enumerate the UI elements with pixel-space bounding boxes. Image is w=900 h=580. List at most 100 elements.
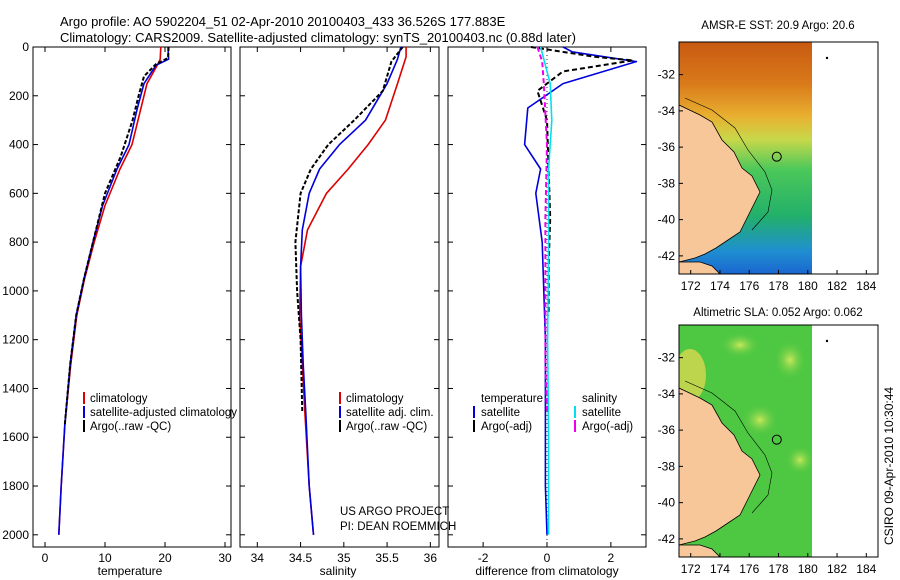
sst-lat-ticks: -32 -34 -36 -38 -40 -42 (658, 68, 683, 263)
series-line-temperature-satellite (523, 46, 638, 535)
x-tick-label: 35.5 (375, 551, 399, 565)
sla-anomaly (772, 338, 808, 382)
series-line-salinity-argo-adj- (536, 46, 548, 413)
depth-tick-label: 800 (9, 235, 29, 249)
lon-tick-label: 172 (681, 562, 701, 576)
depth-tick-label: 2000 (2, 528, 29, 542)
salinity-series (294, 46, 407, 535)
series-line-argo-raw-qc- (294, 46, 404, 413)
sla-map-title: Altimetric SLA: 0.052 Argo: 0.062 (693, 307, 862, 319)
depth-tick-label: 1800 (2, 479, 29, 493)
lon-tick-label: 184 (856, 279, 876, 293)
csiro-timestamp: CSIRO 09-Apr-2010 10:30:44 (882, 387, 896, 545)
x-tick-label: 0 (544, 551, 551, 565)
lat-tick-label: -32 (658, 351, 676, 365)
x-tick-label: 36 (424, 551, 438, 565)
lon-tick-label: 176 (739, 562, 759, 576)
lat-tick-label: -40 (658, 496, 676, 510)
header-line-1: Argo profile: AO 5902204_51 02-Apr-2010 … (60, 14, 506, 29)
lat-tick-label: -38 (658, 176, 676, 190)
lon-tick-label: 184 (856, 562, 876, 576)
difference-legend: temperature satellite Argo(-adj) salinit… (473, 393, 633, 433)
island-marker (825, 56, 829, 60)
legend-sal-argo: Argo(-adj) (582, 421, 633, 433)
depth-tick-label: 400 (9, 138, 29, 152)
lon-tick-label: 180 (798, 562, 818, 576)
series-line-temperature-argo-adj- (530, 46, 635, 316)
sla-float-marker (771, 434, 782, 445)
series-line-climatology (298, 47, 407, 535)
sst-map-title: AMSR-E SST: 20.9 Argo: 20.6 (701, 20, 854, 32)
sla-map-panel: Altimetric SLA: 0.052 Argo: 0.062 172 174… (658, 307, 879, 576)
lat-tick-label: -34 (658, 104, 676, 118)
depth-tick-label: 200 (9, 89, 29, 103)
temperature-axes-frame (32, 46, 232, 548)
legend-climatology: climatology (346, 393, 404, 405)
salinity-panel: 34 34.5 35 35.5 36 salinity climatology sate… (239, 46, 456, 578)
depth-tick-label: 1600 (2, 430, 29, 444)
legend-climatology: climatology (90, 393, 148, 405)
lon-tick-label: 172 (681, 279, 701, 293)
series-line-satellite-adj-clim- (299, 46, 402, 535)
lat-tick-label: -32 (658, 68, 676, 82)
legend-argo: Argo(..raw -QC) (346, 421, 427, 433)
sst-lon-ticks: 172 174 176 178 180 182 184 (681, 270, 877, 293)
south-island-land (679, 261, 721, 274)
depth-ticks: 0 200 400 600 800 1000 1200 1400 1600 1800 2000 (2, 40, 29, 542)
x-tick-label: 35 (337, 551, 351, 565)
lat-tick-label: -38 (658, 459, 676, 473)
series-line-argo-raw-qc- (63, 46, 170, 426)
x-tick-label: 34.5 (289, 551, 313, 565)
temperature-ticks: 0 10 20 30 (42, 47, 232, 565)
sla-anomaly (718, 331, 762, 359)
legend-title-salinity: salinity (582, 393, 617, 405)
temperature-panel: 0 200 400 600 800 1000 1200 1400 1600 1800 2000 0 1… (2, 40, 237, 578)
legend-argo: Argo(..raw -QC) (90, 421, 171, 433)
x-tick-label: 34 (251, 551, 265, 565)
lat-tick-label: -36 (658, 140, 676, 154)
salinity-axes-frame (239, 46, 440, 548)
temperature-series (58, 46, 170, 535)
lat-tick-label: -36 (658, 423, 676, 437)
depth-tick-label: 0 (22, 40, 29, 54)
lat-tick-label: -42 (658, 532, 676, 546)
series-line-salinity-satellite (539, 46, 553, 535)
difference-series (523, 46, 638, 535)
sla-lon-ticks: 172 174 176 178 180 182 184 (681, 553, 877, 576)
float-position-marker (771, 151, 782, 162)
salinity-ticks: 34 34.5 35 35.5 36 (251, 47, 438, 565)
legend-title-temperature: temperature (481, 393, 543, 405)
lat-tick-label: -42 (658, 249, 676, 263)
project-note: US ARGO PROJECT (340, 506, 449, 518)
lat-tick-label: -34 (658, 387, 676, 401)
shelf-contour (684, 97, 773, 231)
sla-anomaly (784, 444, 812, 476)
lon-tick-label: 176 (739, 279, 759, 293)
difference-ticks: -2 0 2 (478, 47, 615, 565)
lon-tick-label: 182 (827, 279, 847, 293)
series-line-satellite-adjusted-climatology (58, 46, 170, 535)
difference-axis-label: difference from climatology (475, 564, 618, 578)
x-tick-label: 20 (158, 551, 172, 565)
x-tick-label: 30 (218, 551, 232, 565)
depth-tick-label: 1400 (2, 381, 29, 395)
pi-note: PI: DEAN ROEMMICH (340, 521, 456, 533)
x-tick-label: 2 (608, 551, 615, 565)
legend-sal-satellite: satellite (582, 407, 621, 419)
sla-anomaly-high (679, 349, 706, 401)
island-marker (825, 339, 829, 343)
difference-panel: -2 0 2 difference from climatology tempera… (447, 46, 647, 578)
lon-tick-label: 178 (768, 562, 788, 576)
shelf-contour (684, 380, 773, 514)
north-island-land (679, 387, 761, 546)
header-line-2: Climatology: CARS2009. Satellite-adjuste… (60, 30, 576, 45)
legend-satellite-adj: satellite adj. clim. (346, 407, 434, 419)
temperature-axis-label: temperature (98, 564, 163, 578)
temperature-legend: climatology satellite-adjusted climatolo… (83, 392, 237, 433)
x-tick-label: -2 (478, 551, 489, 565)
south-island-land (679, 544, 721, 557)
salinity-axis-label: salinity (320, 564, 357, 578)
lon-tick-label: 178 (768, 279, 788, 293)
